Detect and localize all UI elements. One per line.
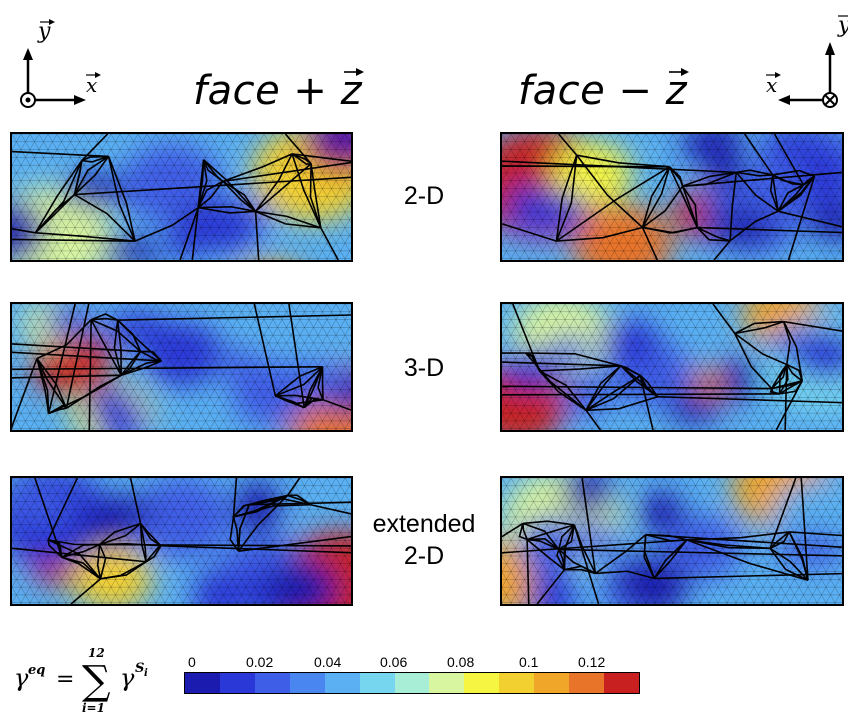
row-label-2d: 2-D bbox=[364, 180, 484, 212]
colorbar-segment bbox=[569, 673, 604, 693]
row-label-line1: 3-D bbox=[364, 352, 484, 384]
colorbar-segment bbox=[220, 673, 255, 693]
vector-arrow-icon bbox=[668, 66, 690, 78]
field-map bbox=[502, 478, 842, 604]
row-label-line2: 2-D bbox=[364, 540, 484, 572]
field-map bbox=[12, 478, 351, 604]
row-label-extended-2d: extended 2-D bbox=[364, 508, 484, 572]
title-operator: − bbox=[618, 68, 652, 114]
field-map bbox=[12, 304, 351, 430]
row-label-3d: 3-D bbox=[364, 352, 484, 384]
colorbar-tick-2: 0.04 bbox=[314, 654, 341, 670]
right-y-label: y bbox=[837, 13, 848, 38]
title-operator: + bbox=[293, 68, 327, 114]
left-y-label: y bbox=[37, 19, 51, 44]
title-word: face bbox=[193, 68, 280, 114]
colorbar-segment bbox=[464, 673, 499, 693]
row-label-line1: 2-D bbox=[364, 180, 484, 212]
colorbar-tick-1: 0.02 bbox=[246, 654, 273, 670]
colorbar-segment bbox=[499, 673, 534, 693]
colorbar-tick-0: 0 bbox=[188, 654, 196, 670]
colorbar-segment bbox=[360, 673, 395, 693]
field-map bbox=[12, 134, 351, 260]
formula-term-sup: S bbox=[135, 661, 144, 676]
formula-equals: = bbox=[56, 667, 74, 692]
left-axes: y x bbox=[14, 12, 114, 112]
grain-boundary bbox=[502, 166, 670, 167]
formula-lhs-sup: eq bbox=[28, 663, 45, 678]
colorbar-segment bbox=[290, 673, 325, 693]
panel-3d-face-plus-z bbox=[10, 302, 353, 432]
title-face-plus-z: face + z bbox=[193, 68, 362, 114]
field-map bbox=[502, 304, 842, 430]
colorbar-segment bbox=[185, 673, 220, 693]
colorbar-segment bbox=[604, 673, 639, 693]
title-face-minus-z: face − z bbox=[518, 68, 687, 114]
grain-boundary bbox=[502, 394, 780, 395]
field-blob bbox=[549, 336, 591, 364]
formula-sum-lower: i=1 bbox=[82, 701, 105, 715]
left-axes-arrows: y x bbox=[14, 12, 114, 112]
sum-symbol-icon: ∑ bbox=[82, 658, 111, 704]
formula-term-sup-sub: i bbox=[144, 668, 148, 679]
colorbar-segment bbox=[255, 673, 290, 693]
right-axes: y x bbox=[752, 12, 848, 112]
colorbar-tick-4: 0.08 bbox=[447, 654, 474, 670]
formula: γ eq = 12 ∑ i=1 γ S i bbox=[12, 640, 182, 716]
colorbar-tick-3: 0.06 bbox=[380, 654, 407, 670]
colorbar bbox=[184, 672, 640, 694]
colorbar-segment bbox=[325, 673, 360, 693]
colorbar-tick-5: 0.1 bbox=[519, 654, 538, 670]
right-axes-arrows: y x bbox=[752, 12, 848, 112]
field-map bbox=[502, 134, 842, 260]
panel-ext2d-face-plus-z bbox=[10, 476, 353, 606]
formula-lhs: γ bbox=[14, 664, 29, 692]
vector-arrow-icon bbox=[343, 66, 365, 78]
panel-3d-face-minus-z bbox=[500, 302, 844, 432]
colorbar-tick-6: 0.12 bbox=[578, 654, 605, 670]
panel-ext2d-face-minus-z bbox=[500, 476, 844, 606]
row-label-line1: extended bbox=[364, 508, 484, 540]
colorbar-segment bbox=[534, 673, 569, 693]
panel-2d-face-plus-z bbox=[10, 132, 353, 262]
colorbar-segment bbox=[429, 673, 464, 693]
colorbar-segment bbox=[395, 673, 430, 693]
title-word: face bbox=[518, 68, 605, 114]
panel-2d-face-minus-z bbox=[500, 132, 844, 262]
formula-term: γ bbox=[120, 664, 135, 692]
